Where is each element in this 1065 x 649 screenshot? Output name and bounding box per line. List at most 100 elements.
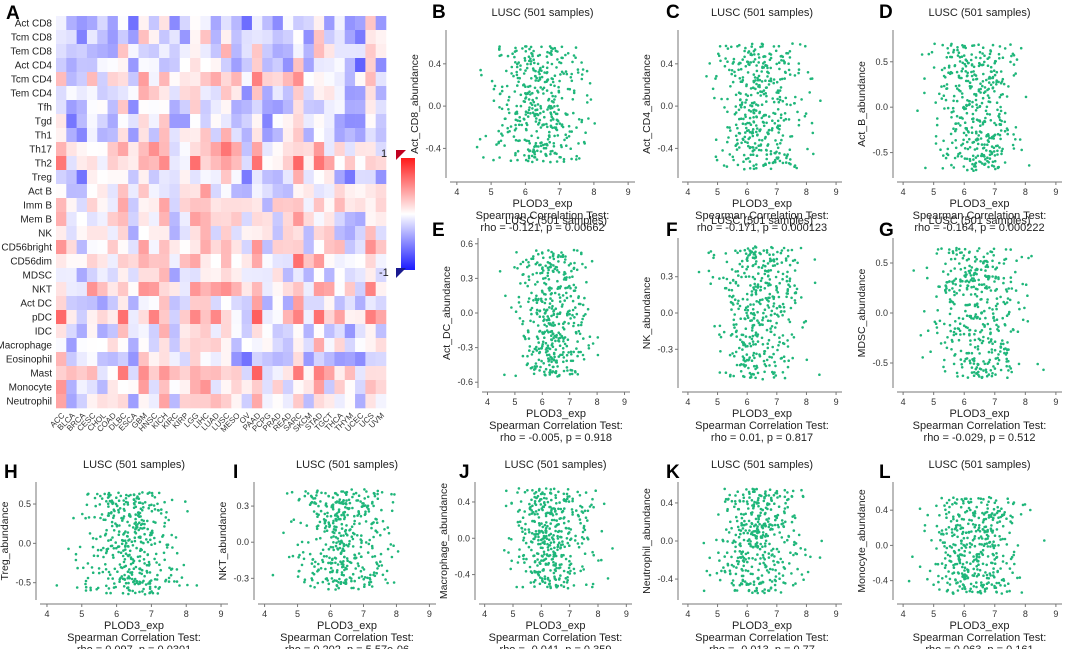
data-point	[973, 303, 977, 307]
data-point	[340, 522, 344, 526]
data-point	[517, 80, 520, 84]
heatmap-cell	[221, 58, 232, 73]
data-point	[743, 375, 746, 379]
data-point	[167, 518, 170, 522]
heatmap-row-label: Monocyte	[9, 383, 53, 394]
data-point	[747, 275, 751, 278]
data-point	[348, 529, 351, 532]
data-point	[128, 524, 131, 527]
data-point	[139, 515, 142, 518]
heatmap-cell	[221, 30, 232, 45]
data-point	[525, 258, 528, 262]
data-point	[602, 502, 606, 506]
data-point	[535, 158, 539, 161]
data-point	[534, 144, 537, 147]
data-point	[767, 300, 770, 303]
data-point	[527, 55, 531, 58]
data-point	[763, 308, 767, 312]
data-point	[541, 525, 545, 529]
data-point	[776, 250, 779, 254]
data-point	[1002, 262, 1006, 265]
data-point	[86, 562, 90, 565]
data-point	[533, 513, 537, 516]
data-point	[562, 521, 566, 525]
heatmap-cell	[66, 352, 77, 367]
data-point	[982, 72, 985, 76]
data-point	[527, 98, 531, 101]
data-point	[735, 363, 739, 367]
data-point	[1002, 276, 1006, 280]
data-point	[566, 87, 570, 91]
data-point	[923, 77, 926, 80]
heatmap-cell	[334, 282, 346, 297]
data-point	[942, 94, 946, 97]
data-point	[930, 50, 934, 54]
heatmap-cell	[293, 226, 304, 241]
data-point	[134, 591, 137, 595]
heatmap-cell	[97, 324, 108, 339]
data-point	[962, 45, 965, 49]
data-point	[531, 160, 534, 164]
data-point	[339, 580, 343, 584]
data-point	[566, 579, 569, 582]
heatmap-cell	[344, 296, 356, 311]
heatmap-cell	[117, 16, 129, 31]
data-point	[521, 585, 525, 589]
heatmap-cell	[355, 142, 366, 157]
data-point	[564, 258, 567, 261]
data-point	[555, 333, 558, 337]
data-point	[543, 370, 546, 374]
data-point	[290, 490, 294, 494]
heatmap-cell	[293, 268, 304, 283]
data-point	[959, 76, 962, 80]
data-point	[961, 256, 965, 260]
data-point	[547, 106, 550, 109]
colorbar: 1 -1	[379, 148, 415, 279]
data-point	[757, 300, 761, 304]
data-point	[935, 326, 939, 329]
data-point	[571, 308, 575, 312]
heatmap-cell	[293, 156, 304, 171]
data-point	[544, 527, 548, 530]
data-point	[739, 106, 743, 109]
data-point	[514, 310, 518, 314]
heatmap-cell	[293, 58, 304, 73]
heatmap-cell	[375, 366, 387, 381]
data-point	[546, 138, 550, 141]
heatmap-cell	[365, 338, 376, 353]
data-point	[534, 532, 538, 536]
heatmap-cell	[179, 296, 191, 311]
data-point	[550, 334, 553, 338]
data-point	[994, 167, 997, 171]
data-point	[340, 513, 343, 517]
data-point	[1003, 161, 1007, 164]
data-point	[331, 505, 335, 509]
data-point	[963, 274, 966, 278]
heatmap-cell	[138, 114, 150, 129]
data-point	[984, 158, 987, 161]
data-point	[734, 249, 737, 252]
data-point	[561, 294, 565, 297]
data-point	[530, 134, 533, 138]
data-point	[790, 333, 794, 336]
data-point	[537, 538, 540, 542]
data-point	[560, 124, 564, 127]
data-point	[750, 293, 754, 296]
data-point	[752, 373, 756, 376]
data-point	[543, 323, 546, 327]
heatmap-cell	[148, 72, 160, 87]
data-point	[549, 368, 552, 372]
data-point	[543, 575, 547, 578]
heatmap-row-label: Mem B	[20, 215, 52, 226]
heatmap-cell	[169, 240, 181, 255]
data-point	[548, 140, 551, 144]
data-point	[515, 585, 518, 589]
data-point	[561, 253, 565, 257]
data-point	[766, 304, 770, 307]
data-point	[952, 94, 956, 98]
data-point	[151, 531, 154, 534]
heatmap-cell	[313, 44, 325, 59]
data-point	[532, 320, 535, 324]
heatmap-cell	[117, 58, 129, 73]
data-point	[561, 326, 565, 329]
